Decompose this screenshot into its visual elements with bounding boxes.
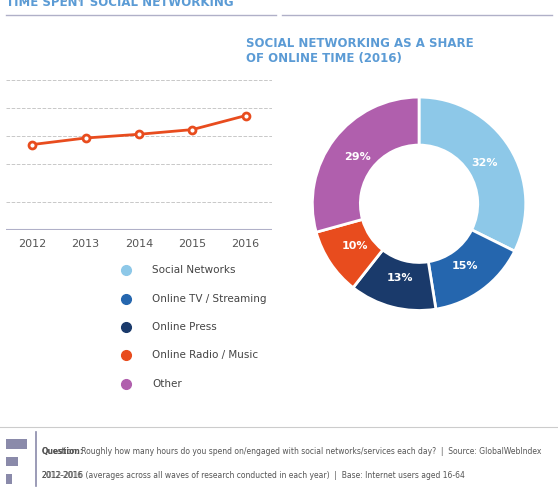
Text: TIME SPENT SOCIAL NETWORKING: TIME SPENT SOCIAL NETWORKING xyxy=(6,0,233,9)
Text: Online Radio / Music: Online Radio / Music xyxy=(152,351,258,360)
Wedge shape xyxy=(312,97,419,232)
Bar xyxy=(6,474,12,484)
Text: 13%: 13% xyxy=(387,273,413,283)
Wedge shape xyxy=(316,219,383,288)
Text: Question: Roughly how many hours do you spend on/engaged with social networks/se: Question: Roughly how many hours do you … xyxy=(42,447,541,456)
Text: 2012-2016 (averages across all waves of research conducted in each year)  |  Bas: 2012-2016 (averages across all waves of … xyxy=(42,471,465,480)
Text: Question:: Question: xyxy=(42,447,84,456)
Text: 29%: 29% xyxy=(344,152,371,162)
Text: Online Press: Online Press xyxy=(152,322,217,332)
Wedge shape xyxy=(429,230,514,309)
Text: 10%: 10% xyxy=(342,241,368,251)
Bar xyxy=(6,457,18,466)
Text: Social Networks: Social Networks xyxy=(152,265,236,275)
Text: Daily Average (Hours : Minutes): Daily Average (Hours : Minutes) xyxy=(6,0,161,2)
Text: 2012-2016: 2012-2016 xyxy=(42,471,83,480)
Text: 32%: 32% xyxy=(471,158,498,168)
Text: 15%: 15% xyxy=(451,261,478,271)
Wedge shape xyxy=(353,250,436,310)
Text: Online TV / Streaming: Online TV / Streaming xyxy=(152,294,267,304)
Text: SOCIAL NETWORKING AS A SHARE
OF ONLINE TIME (2016): SOCIAL NETWORKING AS A SHARE OF ONLINE T… xyxy=(246,37,473,65)
Bar xyxy=(6,439,27,449)
Wedge shape xyxy=(419,97,526,251)
Text: Other: Other xyxy=(152,379,182,389)
